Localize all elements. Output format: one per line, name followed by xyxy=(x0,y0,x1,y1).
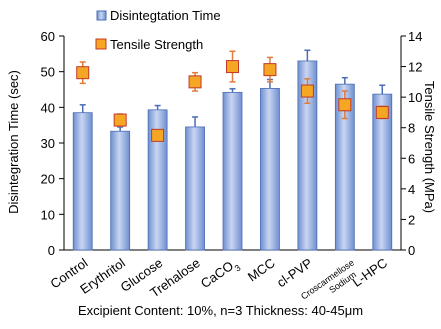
x-tick-label: CaCO3 xyxy=(198,255,243,294)
x-tick-label: MCC xyxy=(245,255,278,284)
tensile-marker xyxy=(338,98,352,112)
tensile-marker xyxy=(151,128,165,142)
bar-series xyxy=(72,49,393,251)
tensile-marker xyxy=(113,113,127,127)
left-tick-label: 30 xyxy=(41,136,55,151)
right-tick-label: 10 xyxy=(408,90,422,105)
tensile-marker xyxy=(188,75,202,89)
left-tick-label: 20 xyxy=(41,172,55,187)
left-tick-label: 10 xyxy=(41,207,55,222)
legend: Disintegtation Time Tensile Strength xyxy=(95,8,221,52)
bar xyxy=(110,130,131,251)
bar xyxy=(185,126,205,251)
marker-series xyxy=(76,50,389,142)
y-axis-label-left: Disintegration Time (sec) xyxy=(6,70,21,214)
right-tick-label: 0 xyxy=(408,243,415,258)
right-tick-label: 6 xyxy=(408,151,415,166)
legend-marker-swatch xyxy=(95,38,107,50)
right-tick-label: 8 xyxy=(408,121,415,136)
legend-bar-label: Disintegtation Time xyxy=(110,8,221,23)
tensile-marker xyxy=(76,66,90,80)
tensile-marker xyxy=(226,60,239,74)
tensile-marker xyxy=(300,84,314,98)
right-tick-label: 4 xyxy=(408,182,415,197)
legend-bar-swatch xyxy=(96,10,107,21)
x-tick-label: cl-PVP xyxy=(274,255,315,290)
left-tick-label: 60 xyxy=(41,29,55,44)
left-tick-label: 50 xyxy=(41,65,55,80)
right-y-axis: 0 2 4 6 8 10 12 14 xyxy=(400,29,422,258)
left-tick-label: 40 xyxy=(41,100,55,115)
x-tick-label: L-HPC xyxy=(349,255,390,290)
tensile-marker xyxy=(263,63,277,77)
tensile-marker xyxy=(375,105,389,119)
bar xyxy=(72,112,93,251)
right-tick-label: 14 xyxy=(408,29,422,44)
right-tick-label: 2 xyxy=(408,212,415,227)
left-tick-label: 0 xyxy=(48,243,55,258)
bar xyxy=(260,88,280,251)
chart-footnote: Excipient Content: 10%, n=3 Thickness: 4… xyxy=(77,303,364,318)
y-axis-label-right: Tensile Strength (MPa) xyxy=(422,81,437,213)
right-tick-label: 12 xyxy=(408,60,422,75)
bar xyxy=(222,91,243,251)
legend-marker-label: Tensile Strength xyxy=(110,37,203,52)
